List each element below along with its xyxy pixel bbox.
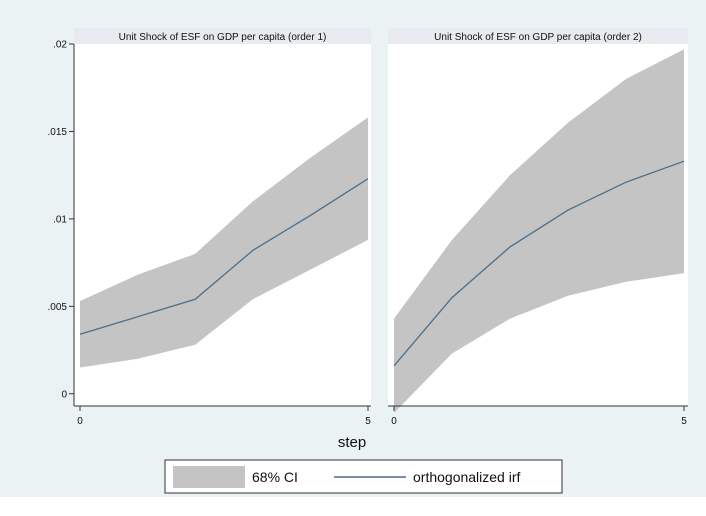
panel-1-header bbox=[74, 28, 371, 44]
legend-band-label: 68% CI bbox=[252, 469, 298, 485]
panel-1-y-ticks: 0 .005 .01 .015 .02 bbox=[48, 40, 74, 400]
panel-1-title: Unit Shock of ESF on GDP per capita (ord… bbox=[119, 32, 327, 43]
x-tick-label: 0 bbox=[391, 416, 397, 427]
x-tick-label: 5 bbox=[681, 416, 687, 427]
ci-band-panel-2 bbox=[394, 49, 684, 413]
y-tick-label: .015 bbox=[48, 127, 68, 138]
y-tick-label: .02 bbox=[53, 40, 67, 51]
x-axis-label: step bbox=[338, 434, 366, 451]
y-tick-label: 0 bbox=[61, 389, 67, 400]
x-tick-label: 5 bbox=[365, 416, 371, 427]
panel-2-title: Unit Shock of ESF on GDP per capita (ord… bbox=[434, 32, 642, 43]
legend-band-swatch bbox=[173, 466, 245, 488]
panel-1-marks bbox=[79, 117, 369, 368]
panel-2-marks bbox=[393, 49, 685, 413]
y-tick-label: .01 bbox=[53, 214, 67, 225]
panel-2-header bbox=[388, 28, 688, 44]
ci-band-panel-1 bbox=[80, 117, 368, 368]
panel-order-1: Unit Shock of ESF on GDP per capita (ord… bbox=[48, 28, 371, 427]
legend-line-label: orthogonalized irf bbox=[413, 469, 521, 485]
panel-order-2: Unit Shock of ESF on GDP per capita (ord… bbox=[388, 28, 688, 427]
y-tick-label: .005 bbox=[48, 302, 68, 313]
irf-line-panel-1 bbox=[79, 178, 369, 335]
irf-line-panel-2 bbox=[393, 160, 685, 367]
figure-bottom-strip bbox=[0, 497, 706, 516]
x-tick-label: 0 bbox=[77, 416, 83, 427]
legend: 68% CI orthogonalized irf bbox=[164, 459, 563, 494]
